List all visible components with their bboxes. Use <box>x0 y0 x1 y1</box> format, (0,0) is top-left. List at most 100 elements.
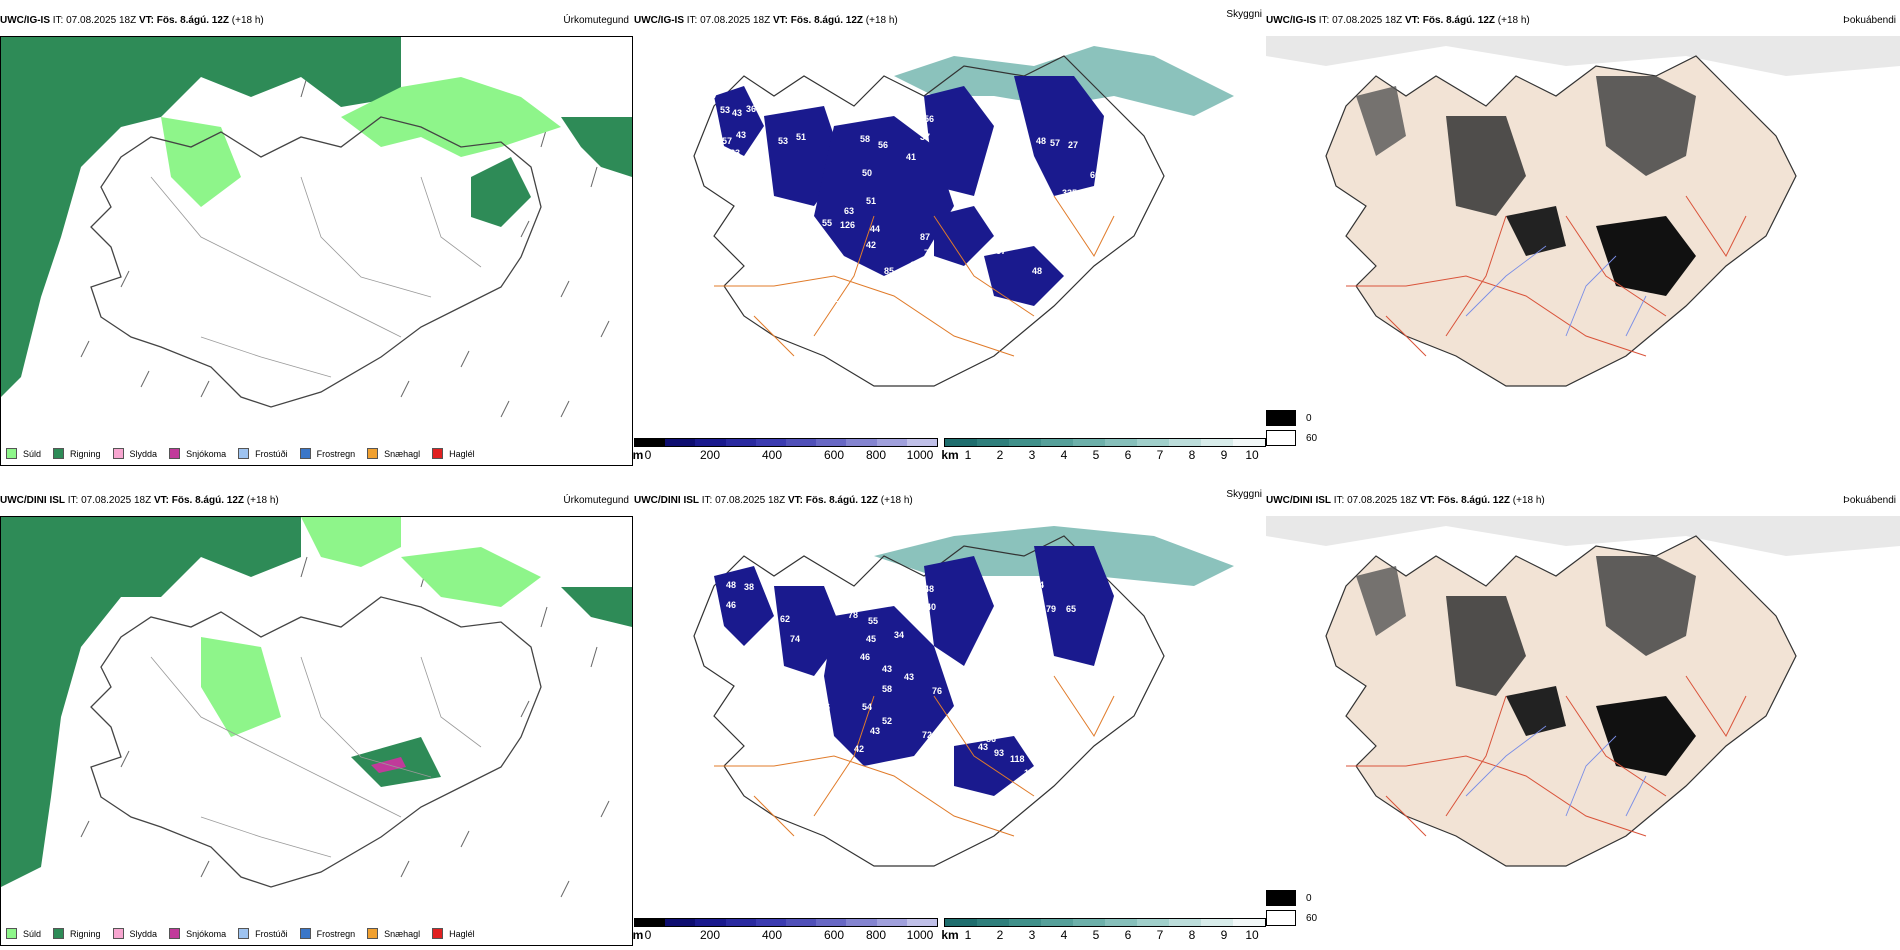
cloud-area-north <box>924 556 994 666</box>
cloud-area-ne <box>1034 546 1114 666</box>
tick-label: 8 <box>1188 448 1196 462</box>
cloud-base-value: 85 <box>884 266 894 276</box>
cloud-base-value: 56 <box>820 702 830 712</box>
panel-title: Úrkomutegund <box>563 15 629 26</box>
valid-time: Fös. 8.ágú. 12Z <box>1437 495 1510 506</box>
vt-label: VT: <box>1419 495 1435 506</box>
cloud-base-value: 78 <box>848 610 858 620</box>
tick-label: 6 <box>1124 448 1132 462</box>
fog-legend: 0 60 <box>1266 408 1317 448</box>
iceland-outline <box>90 116 542 408</box>
legend-swatch <box>169 448 181 459</box>
legend-swatch <box>238 448 250 459</box>
legend-label: Haglél <box>449 448 475 459</box>
rain-area <box>1 37 401 397</box>
legend-item-frostudi: Frostúði <box>238 928 288 939</box>
roads <box>714 195 1115 357</box>
cloud-map[interactable]: 64 53 43 36 53 43 57 83 53 51 58 56 56 37 69 48 57 27 41 50… <box>634 36 1266 436</box>
fog-gradient-top <box>1266 516 1900 556</box>
legend-item-snjokoma: Snjókoma <box>169 448 226 459</box>
legend-label: Slydda <box>129 448 158 459</box>
fog-legend-swatch <box>1266 890 1296 906</box>
fog-panel-row0: UWC/IG-IS IT: 07.08.2025 18Z VT: Fös. 8.… <box>1266 14 1900 466</box>
legend-label: Súld <box>23 928 42 939</box>
fog-dense-west <box>1356 86 1406 156</box>
tick-label: 2 <box>996 928 1004 942</box>
cloud-panel-row0: UWC/IG-IS IT: 07.08.2025 18Z VT: Fös. 8.… <box>633 9 1266 466</box>
fog-dense-mid <box>1506 206 1566 256</box>
rain-area <box>1 517 301 887</box>
vt-label: VT: <box>1404 15 1420 26</box>
fog-legend-swatch <box>1266 410 1296 426</box>
cloud-base-value: 43 <box>870 726 880 736</box>
cloud-base-value: 64 <box>706 90 716 100</box>
cloud-base-value: 42 <box>854 744 864 754</box>
fog-map[interactable] <box>1266 36 1900 436</box>
cloudbase-color-bar <box>634 438 938 447</box>
tick-label: 9 <box>1220 928 1228 942</box>
cloud-base-value: 56 <box>924 114 934 124</box>
tick-label: 1000 <box>906 928 934 942</box>
precip-map[interactable] <box>0 516 633 946</box>
fog-legend-label: 0 <box>1306 892 1312 904</box>
drizzle-area <box>341 77 561 157</box>
tick-label: 200 <box>699 448 721 462</box>
cloud-area-north <box>924 86 994 196</box>
legend-swatch <box>367 928 379 939</box>
lead-time: (+18 h) <box>1512 495 1545 506</box>
cloud-base-value: 92 <box>1018 606 1028 616</box>
cloud-base-value: 335 <box>1062 188 1077 198</box>
fog-map[interactable] <box>1266 516 1900 916</box>
cloud-base-value: 53 <box>922 746 932 756</box>
visibility-colorbar: km 1 2 3 4 5 6 7 8 9 10 <box>941 438 1266 462</box>
legend-label: Slydda <box>129 928 158 939</box>
panel-header: UWC/IG-IS IT: 07.08.2025 18Z VT: Fös. 8.… <box>0 14 633 28</box>
cloud-base-value: 69 <box>1004 114 1014 124</box>
precip-map[interactable] <box>0 36 633 466</box>
cloud-map[interactable]: 83 48 38 46 62 74 78 55 45 34 48 40 36 44 79 65 83 92 46 64… <box>634 516 1266 916</box>
cloudbase-color-bar <box>634 918 938 927</box>
cloud-base-value: 42 <box>866 240 876 250</box>
cloudbase-colorbar: m 0 200 400 600 800 1000 <box>633 918 938 942</box>
legend-label: Frostregn <box>316 448 356 459</box>
tick-label: 0 <box>644 928 652 942</box>
fog-dense-central <box>1446 596 1526 696</box>
legend-label: Frostúði <box>255 448 288 459</box>
cloud-base-value: 83 <box>730 148 740 158</box>
cloud-base-value: 50 <box>862 168 872 178</box>
panel-title: Skyggni <box>1226 9 1262 20</box>
tick-label: 600 <box>823 928 845 942</box>
cloud-base-value: 51 <box>796 132 806 142</box>
legend-item-haglel: Haglél <box>432 928 475 939</box>
tick-label: 5 <box>1092 448 1100 462</box>
cloud-area-lobe <box>934 206 994 266</box>
panel-title: Úrkomutegund <box>563 495 629 506</box>
legend-label: Rigning <box>70 448 101 459</box>
cloud-base-value: 46 <box>1036 628 1046 638</box>
tick-label: 7 <box>1156 928 1164 942</box>
cloud-area-west <box>714 86 764 156</box>
legend-swatch <box>432 448 444 459</box>
lead-time: (+18 h) <box>1497 15 1530 26</box>
cloud-base-value: 93 <box>994 748 1004 758</box>
fog-dense-mid <box>1506 686 1566 736</box>
panel-header: UWC/IG-IS IT: 07.08.2025 18Z VT: Fös. 8.… <box>634 14 1266 28</box>
cloud-base-value: 58 <box>882 684 892 694</box>
roads <box>714 675 1115 837</box>
tick-label: 8 <box>1188 928 1196 942</box>
it-label: IT: <box>1318 15 1330 26</box>
cloud-base-value: 73 <box>924 248 934 258</box>
legend-item-sudd: Súld <box>6 448 41 459</box>
fog-legend-label: 60 <box>1306 912 1318 924</box>
rain-area-2 <box>561 587 632 627</box>
legend-item-rigning: Rigning <box>53 448 101 459</box>
panel-title: Skyggni <box>1226 489 1262 500</box>
tick-label: 2 <box>996 448 1004 462</box>
cloud-base-value: 83 <box>706 566 716 576</box>
legend-swatch <box>367 448 379 459</box>
cloud-base-value: 43 <box>882 664 892 674</box>
cloud-base-value: 51 <box>866 196 876 206</box>
legend-item-slydda: Slydda <box>112 448 158 459</box>
cloud-base-value: 27 <box>1068 140 1078 150</box>
legend-swatch <box>238 928 250 939</box>
